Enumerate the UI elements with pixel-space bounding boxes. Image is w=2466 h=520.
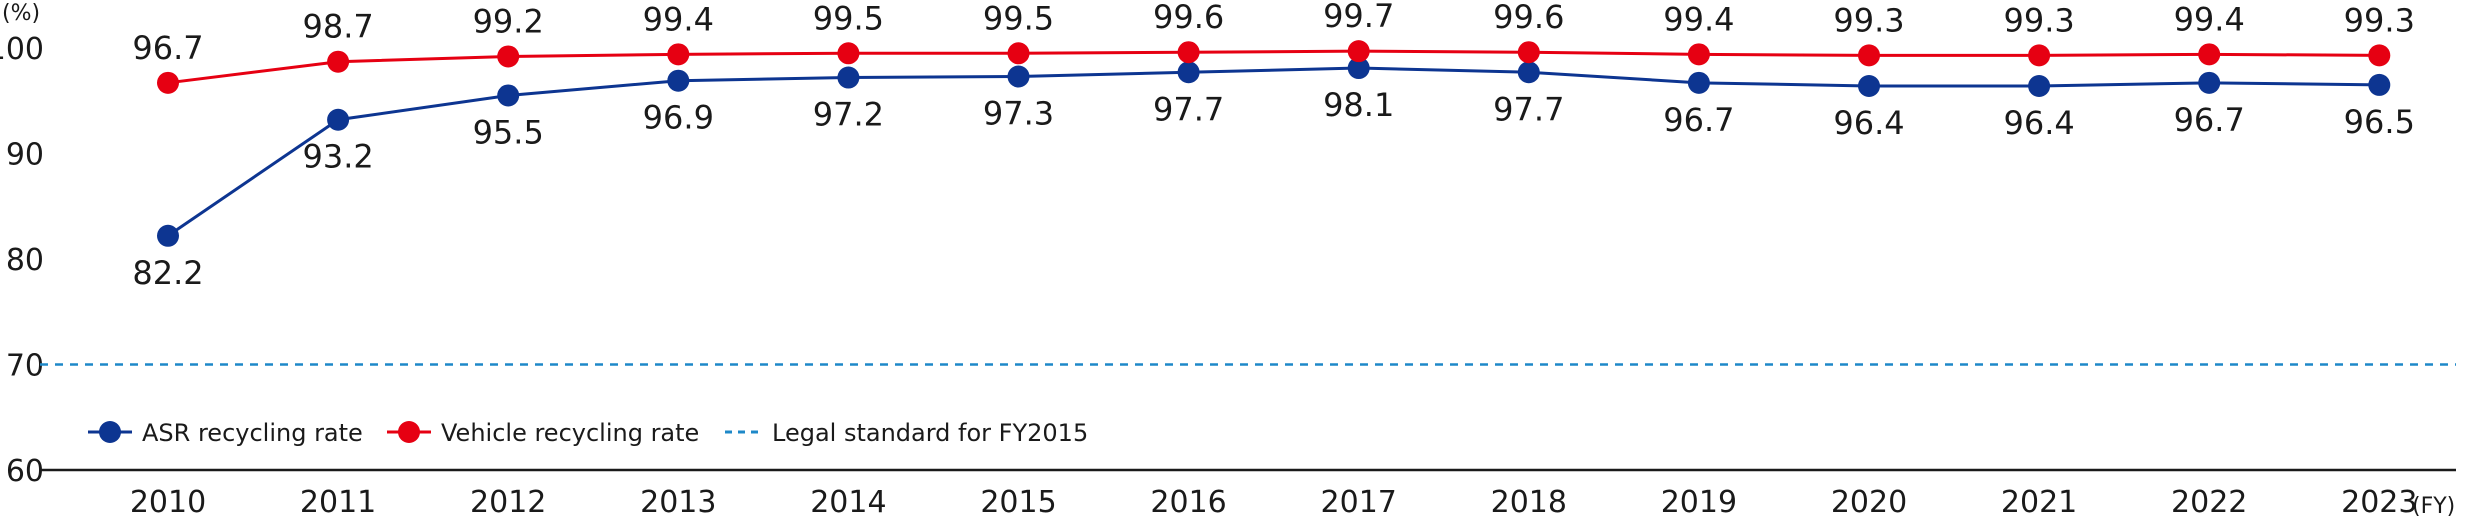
- data-point: [327, 108, 350, 131]
- data-label: 99.4: [643, 0, 714, 38]
- data-point: [837, 66, 860, 89]
- x-tick-label: 2011: [300, 485, 376, 520]
- data-label: 97.2: [813, 96, 884, 134]
- data-point: [667, 69, 690, 92]
- x-tick-label: 2013: [640, 485, 716, 520]
- x-tick-label: 2019: [1661, 485, 1737, 520]
- data-label: 99.3: [2003, 1, 2074, 39]
- data-label: 82.2: [132, 254, 203, 292]
- data-point: [2198, 71, 2221, 94]
- series-line: [167, 49, 2380, 85]
- data-label: 96.7: [2174, 101, 2245, 139]
- asr-series: 82.2 93.2 95.5 96.9 97.2 97.3 97.7 98.1 97.7 96.7…: [132, 57, 2415, 292]
- legend-vehicle-marker: [398, 421, 420, 443]
- legend-vehicle: Vehicle recycling rate: [387, 419, 699, 447]
- y-tick-label: 90: [6, 138, 44, 173]
- legend-legal-standard: Legal standard for FY2015: [725, 419, 1088, 447]
- series-layer: 82.293.295.5 96.9 97.2 97.3 97.7 98.1 97.7 96.7…: [132, 0, 2415, 292]
- data-label: 97.7: [1153, 90, 1224, 128]
- data-label: 99.2: [473, 2, 544, 40]
- data-point: [2368, 73, 2391, 96]
- x-tick-label: 2021: [2001, 485, 2077, 520]
- data-point: [1687, 71, 1710, 94]
- x-tick-label: 2014: [810, 485, 886, 520]
- data-label: 98.1: [1323, 86, 1394, 124]
- series-line: [167, 66, 2380, 238]
- legend-legal-standard-label: Legal standard for FY2015: [772, 419, 1088, 447]
- legend-asr-marker: [99, 421, 121, 443]
- y-tick-label: 100: [0, 32, 44, 67]
- y-tick-label: 60: [6, 454, 44, 489]
- data-point: [2368, 44, 2391, 67]
- data-point: [1858, 74, 1880, 97]
- x-axis-unit: (FY): [2412, 494, 2455, 519]
- data-label: 99.4: [2174, 0, 2245, 38]
- y-tick-label: 70: [6, 349, 44, 384]
- data-point: [157, 224, 179, 247]
- data-label: 99.4: [1663, 0, 1734, 38]
- y-axis-ticks: 60 70 80 90 100: [0, 32, 44, 489]
- data-point: [837, 42, 860, 65]
- data-point: [497, 45, 520, 68]
- data-point: [1517, 61, 1540, 84]
- legend: ASR recycling rate Vehicle recycling rat…: [88, 419, 1088, 447]
- x-tick-label: 2010: [130, 485, 206, 520]
- data-label: 98.7: [302, 8, 373, 46]
- data-point: [667, 43, 690, 66]
- data-point: [1177, 61, 1200, 84]
- x-tick-label: 2015: [980, 485, 1056, 520]
- data-label: 99.5: [813, 0, 884, 37]
- x-tick-label: 2016: [1150, 485, 1226, 520]
- data-label: 96.4: [2003, 104, 2074, 142]
- data-label: 93.2: [302, 138, 373, 176]
- data-point: [2198, 43, 2221, 66]
- data-label: 95.5: [473, 113, 544, 151]
- data-label: 97.7: [1493, 90, 1564, 128]
- legend-asr-label: ASR recycling rate: [142, 419, 363, 447]
- data-label: 97.3: [983, 94, 1054, 132]
- data-label: 99.3: [2344, 1, 2415, 39]
- vehicle-series: 96.7 98.7 99.2 99.4 99.5 99.5 99.6 99.7 99.6 99.4…: [132, 0, 2415, 94]
- data-label: 99.7: [1323, 0, 1394, 35]
- x-tick-label: 2018: [1491, 485, 1567, 520]
- data-label: 96.9: [643, 99, 714, 137]
- data-point: [2028, 74, 2051, 97]
- x-axis-ticks: 2010 2011 2012 2013 2014 2015 2016 2017 2018 2019…: [130, 485, 2418, 520]
- data-point: [1177, 41, 1200, 64]
- x-tick-label: 2023: [2341, 485, 2417, 520]
- data-point: [2028, 44, 2051, 67]
- data-point: [1858, 44, 1880, 67]
- data-label: 99.6: [1493, 0, 1564, 36]
- x-tick-label: 2017: [1321, 485, 1397, 520]
- y-axis-unit: (%): [2, 1, 40, 26]
- data-label: 99.5: [983, 0, 1054, 37]
- data-point: [327, 50, 350, 73]
- data-point: [1347, 40, 1370, 63]
- data-label: 99.6: [1153, 0, 1224, 36]
- data-point: [1687, 43, 1710, 66]
- data-point: [1517, 41, 1540, 64]
- x-tick-label: 2020: [1831, 485, 1907, 520]
- y-tick-label: 80: [6, 243, 44, 278]
- data-point: [1347, 57, 1370, 80]
- legend-vehicle-label: Vehicle recycling rate: [441, 419, 699, 447]
- data-label: 96.5: [2344, 103, 2415, 141]
- data-point: [497, 84, 520, 107]
- data-point: [1007, 42, 1030, 65]
- legend-asr: ASR recycling rate: [88, 419, 363, 447]
- x-tick-label: 2022: [2171, 485, 2247, 520]
- data-label: 96.7: [1663, 101, 1734, 139]
- data-label: 96.7: [132, 29, 203, 67]
- data-point: [157, 71, 179, 94]
- x-tick-label: 2012: [470, 485, 546, 520]
- data-label: 99.3: [1833, 1, 1904, 39]
- data-label: 96.4: [1833, 104, 1904, 142]
- data-point: [1007, 65, 1030, 88]
